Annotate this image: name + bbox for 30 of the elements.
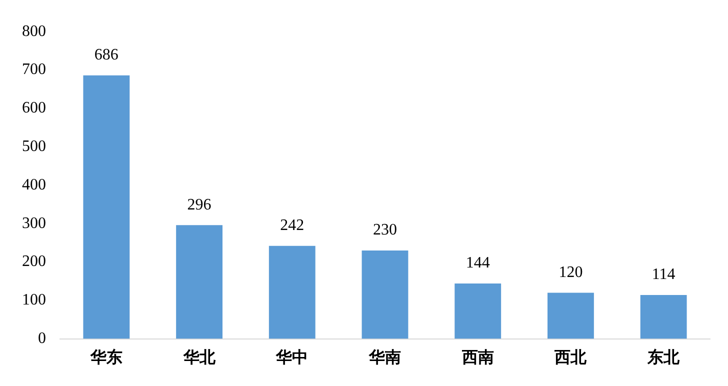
bar — [176, 225, 222, 339]
bar — [362, 250, 408, 339]
data-label: 296 — [187, 196, 212, 214]
bar — [548, 292, 594, 339]
y-tick-label: 500 — [22, 138, 46, 156]
x-tick-label: 东北 — [646, 348, 681, 367]
y-tick-label: 700 — [22, 61, 46, 78]
data-label: 686 — [94, 46, 118, 64]
bar — [454, 284, 502, 339]
x-tick-label: 华中 — [275, 348, 308, 367]
x-tick-label: 华南 — [368, 348, 401, 367]
y-tick-label: 600 — [22, 100, 46, 117]
data-label: 114 — [652, 266, 676, 284]
data-label: 120 — [558, 264, 583, 281]
x-tick-label: 华东 — [89, 348, 122, 367]
y-tick-label: 400 — [22, 176, 46, 194]
data-label: 242 — [280, 217, 304, 234]
y-tick-label: 300 — [22, 214, 46, 232]
x-tick-label: 西南 — [460, 348, 494, 367]
y-tick-label: 200 — [22, 253, 46, 270]
x-tick-label: 西北 — [554, 348, 588, 367]
y-tick-label: 0 — [38, 330, 46, 348]
bar — [268, 246, 316, 339]
y-tick-label: 100 — [22, 292, 46, 309]
y-tick-label: 800 — [22, 22, 46, 40]
x-tick-label: 华北 — [182, 348, 216, 367]
data-label: 230 — [373, 222, 397, 239]
bar — [83, 75, 130, 339]
data-label: 144 — [466, 254, 490, 272]
bar — [640, 295, 687, 339]
